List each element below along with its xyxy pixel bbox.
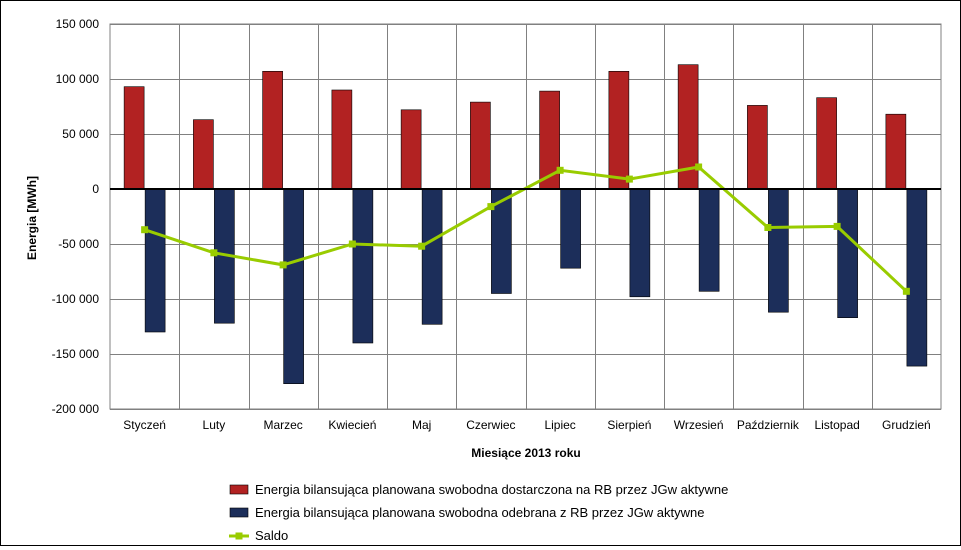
x-tick-label: Wrzesień	[674, 418, 724, 432]
saldo-point-6	[487, 203, 495, 211]
y-tick-label: -200 000	[52, 402, 100, 416]
saldo-point-10	[764, 224, 772, 231]
saldo-point-11	[833, 222, 841, 230]
legend-label-1: Energia bilansująca planowana swobodna d…	[255, 482, 728, 497]
x-tick-label: Luty	[203, 418, 226, 432]
bar-received-8	[629, 188, 651, 298]
saldo-point-2	[210, 249, 218, 257]
y-axis-title: Energia [MWh]	[25, 176, 39, 260]
legend-swatch-1	[229, 484, 249, 495]
x-tick-label: Czerwiec	[466, 418, 515, 432]
y-tick-label: 0	[92, 182, 99, 196]
x-axis-title: Miesiące 2013 roku	[471, 446, 580, 460]
legend-swatch-2	[229, 507, 249, 518]
bar-delivered-6	[470, 101, 491, 190]
saldo-point-5	[418, 242, 426, 250]
bar-delivered-11	[816, 97, 837, 190]
legend: Energia bilansująca planowana swobodna d…	[229, 482, 728, 543]
legend-label-3: Saldo	[255, 528, 288, 543]
saldo-point-4	[348, 240, 356, 248]
legend-label-2: Energia bilansująca planowana swobodna o…	[255, 505, 705, 520]
saldo-point-3	[279, 261, 287, 269]
bar-received-10	[768, 188, 789, 313]
y-tick-label: 150 000	[56, 17, 100, 31]
y-tick-label: 50 000	[62, 127, 99, 141]
legend-swatch-marker	[235, 532, 243, 540]
x-tick-label: Marzec	[263, 418, 302, 432]
bars	[123, 64, 928, 384]
y-tick-label: -150 000	[52, 347, 100, 361]
x-tick-label: Lipiec	[544, 418, 575, 432]
bar-received-12	[906, 188, 928, 367]
bar-delivered-10	[747, 105, 768, 190]
bar-received-1	[144, 188, 166, 333]
bar-delivered-4	[331, 89, 353, 190]
x-tick-label: Maj	[412, 418, 431, 432]
x-tick-label: Kwiecień	[328, 418, 376, 432]
x-tick-labels: Styczeń Luty Marzec Kwiecień Maj Czerwiec Lipi…	[123, 418, 930, 432]
bar-received-3	[283, 188, 304, 384]
x-tick-label: Listopad	[814, 418, 859, 432]
bar-delivered-8	[608, 71, 630, 190]
saldo-point-12	[902, 287, 910, 295]
bar-received-11	[837, 188, 858, 318]
saldo-point-9	[695, 163, 703, 171]
saldo-point-7	[556, 166, 564, 174]
bar-delivered-2	[193, 119, 214, 190]
bar-delivered-3	[262, 71, 283, 190]
x-tick-label: Sierpień	[607, 418, 651, 432]
saldo-point-1	[141, 226, 149, 234]
bar-received-9	[698, 188, 720, 292]
plot-area	[109, 23, 942, 410]
y-tick-label: -50 000	[58, 237, 99, 251]
y-tick-labels: 150 000 100 000 50 000 0 -50 000 -100 000 -150…	[52, 17, 100, 416]
x-tick-label: Październik	[737, 418, 800, 432]
bar-received-5	[421, 188, 443, 325]
saldo-point-8	[625, 175, 633, 183]
gridlines	[109, 23, 942, 410]
y-tick-label: -100 000	[52, 292, 100, 306]
bar-delivered-12	[885, 113, 907, 190]
y-tick-label: 100 000	[56, 72, 100, 86]
x-tick-label: Grudzień	[882, 418, 931, 432]
bar-delivered-5	[400, 109, 422, 190]
x-tick-label: Styczeń	[123, 418, 166, 432]
bar-received-4	[352, 188, 374, 344]
bar-delivered-1	[123, 86, 145, 190]
bar-received-7	[560, 188, 581, 269]
